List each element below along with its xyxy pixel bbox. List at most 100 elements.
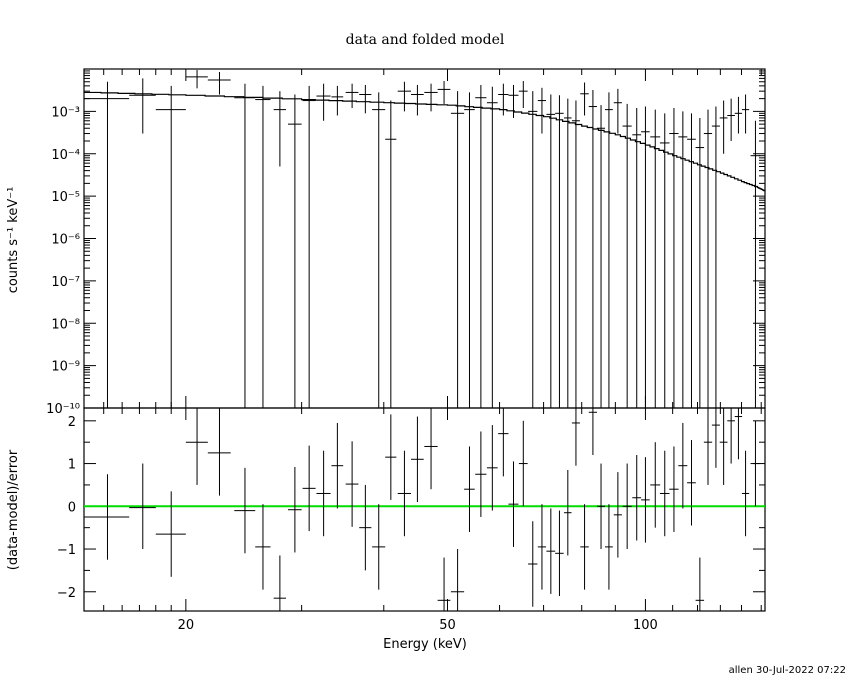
residual-data-point <box>185 408 208 485</box>
residual-data-point <box>424 408 438 490</box>
spectrum-data-point <box>207 71 231 95</box>
spectrum-data-point <box>287 94 302 408</box>
residual-data-point <box>564 469 572 556</box>
residual-data-point <box>129 463 156 550</box>
spectrum-data-point <box>622 103 632 408</box>
spectrum-data-point <box>580 82 589 116</box>
residual-data-point <box>397 450 411 537</box>
spectrum-data-point <box>234 83 256 408</box>
spectrum-y-tick-labels: 10⁻¹⁰ 10⁻⁹ 10⁻⁸ 10⁻⁷ 10⁻⁶ 10⁻⁵ 10⁻⁴ 10⁻³ <box>46 105 80 417</box>
spectrum-data-point <box>475 84 487 408</box>
residual-data-point <box>695 557 705 611</box>
y-tick-label: 10⁻⁸ <box>51 317 80 332</box>
spectrum-data-point <box>302 85 316 408</box>
spectrum-data-point <box>508 84 519 118</box>
residual-data-point <box>508 461 519 547</box>
spectrum-data-point <box>711 106 720 408</box>
spectrum-data-point <box>597 105 606 408</box>
residual-data-point <box>650 442 661 528</box>
spectrum-data-point <box>641 106 650 408</box>
y-tick-label: 2 <box>68 415 76 430</box>
spectrum-data-point <box>555 95 564 408</box>
residual-data-point <box>475 431 487 517</box>
spectrum-data-point <box>546 94 556 408</box>
spectrum-data-points <box>84 69 761 408</box>
residual-data-point <box>659 450 670 537</box>
spectrum-frame <box>83 68 766 409</box>
residual-data-point <box>719 408 728 485</box>
residual-data-point <box>622 463 632 550</box>
spectrum-data-point <box>719 100 728 154</box>
y-tick-label: 10⁻⁴ <box>51 148 80 163</box>
residual-data-point <box>410 416 424 503</box>
spectrum-data-point <box>372 92 386 408</box>
residual-data-point <box>750 420 761 507</box>
spectrum-data-point <box>528 91 538 408</box>
y-tick-label: 0 <box>68 500 76 515</box>
residual-data-point <box>155 491 186 577</box>
spectrum-data-point <box>129 78 156 134</box>
spectrum-data-point <box>650 109 661 408</box>
residual-data-points <box>84 408 761 611</box>
residual-data-point <box>580 504 589 590</box>
residual-data-point <box>546 508 556 594</box>
residual-data-point <box>486 425 498 511</box>
spectrum-data-point <box>659 113 670 408</box>
spectrum-data-point <box>734 96 743 134</box>
y-tick-label: 10⁻⁷ <box>51 275 80 290</box>
residual-data-point <box>727 408 735 464</box>
x-tick-label: 100 <box>633 618 658 633</box>
residual-data-point <box>316 450 331 537</box>
spectrum-data-point <box>450 91 465 408</box>
spectrum-data-point <box>727 98 735 141</box>
residual-data-point <box>703 408 713 485</box>
residual-y-tick-labels: −2 −1 0 1 2 <box>57 415 76 601</box>
x-tick-labels: 20 50 100 <box>178 618 658 633</box>
spectrum-data-point <box>185 69 208 89</box>
spectrum-data-point <box>84 81 130 408</box>
spectrum-data-point <box>703 109 713 408</box>
chart-title: data and folded model <box>346 32 505 48</box>
y-tick-label: 10⁻¹⁰ <box>46 402 80 417</box>
residual-data-point <box>734 408 743 460</box>
residual-data-point <box>528 521 538 607</box>
y-tick-label: 10⁻⁶ <box>51 233 80 248</box>
spectrum-data-point <box>669 108 679 408</box>
residual-data-point <box>498 408 509 477</box>
residual-data-point <box>632 455 642 541</box>
residual-data-point <box>687 440 696 526</box>
residual-data-point <box>359 484 372 571</box>
residual-data-point <box>571 408 580 466</box>
residual-frame <box>83 407 766 612</box>
y-tick-label: 10⁻³ <box>51 105 80 120</box>
residual-data-point <box>641 457 650 543</box>
residual-data-point <box>372 504 386 590</box>
spectrum-data-point <box>613 88 622 134</box>
spectrum-data-point <box>359 84 372 114</box>
residual-data-point <box>464 446 475 532</box>
spectrum-data-point <box>464 92 475 408</box>
residual-panel: −2 −1 0 1 2 <box>57 407 766 612</box>
residual-data-point <box>669 446 679 532</box>
spectrum-data-point <box>385 100 397 408</box>
residual-data-point <box>597 463 606 550</box>
spectrum-data-point <box>345 83 359 109</box>
residual-data-point <box>605 504 613 590</box>
spectrum-data-point <box>518 81 528 109</box>
residual-data-point <box>613 472 622 558</box>
spectrum-data-point <box>537 87 547 134</box>
spectrum-data-point <box>605 92 613 408</box>
residual-data-point <box>437 557 451 611</box>
spectrum-data-point <box>424 83 438 112</box>
spectrum-data-point <box>155 85 186 408</box>
folded-model-line <box>84 91 766 192</box>
spectrum-panel: 10⁻¹⁰ 10⁻⁹ 10⁻⁸ 10⁻⁷ 10⁻⁶ 10⁻⁵ 10⁻⁴ 10⁻³ <box>46 68 766 417</box>
x-tick-label: 50 <box>439 618 456 633</box>
y-tick-label: 1 <box>68 458 76 473</box>
spectrum-ticks <box>84 69 765 409</box>
residual-data-point <box>537 504 547 590</box>
residual-data-point <box>711 408 720 468</box>
spectrum-data-point <box>273 91 286 167</box>
spectrum-data-point <box>255 85 271 408</box>
